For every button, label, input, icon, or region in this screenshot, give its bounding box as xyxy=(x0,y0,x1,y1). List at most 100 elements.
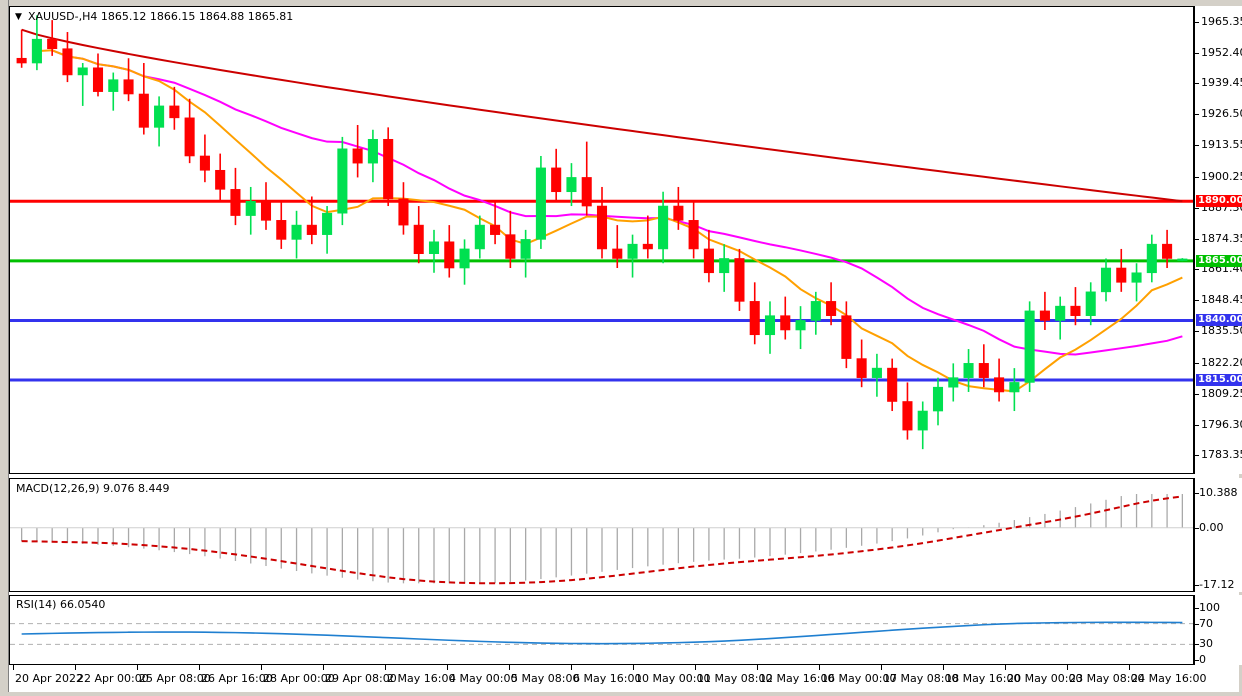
time-axis-tick xyxy=(199,665,201,670)
price-axis-label: 1952.40 xyxy=(1201,45,1242,59)
time-axis-tick xyxy=(1129,665,1131,670)
time-axis-tick xyxy=(819,665,821,670)
rsi-axis-tick xyxy=(1194,623,1199,625)
price-axis-tick xyxy=(1194,455,1199,457)
time-axis-tick xyxy=(323,665,325,670)
price-axis-tick xyxy=(1194,207,1199,209)
price-axis-tick xyxy=(1194,238,1199,240)
time-axis-label: 10 May 00:00 xyxy=(635,672,711,685)
price-axis-label: 1926.50 xyxy=(1201,107,1242,121)
price-axis-tick xyxy=(1194,362,1199,364)
price-axis-tick xyxy=(1194,83,1199,85)
time-axis-tick xyxy=(695,665,697,670)
price-axis-rule xyxy=(1194,6,1195,474)
rsi-axis-label: 30 xyxy=(1199,637,1213,651)
time-axis-tick xyxy=(75,665,76,670)
time-axis-tick xyxy=(571,665,573,670)
rsi-axis-rule xyxy=(1194,595,1195,665)
rsi-axis-label: 70 xyxy=(1199,616,1213,630)
time-axis-label: 18 May 16:00 xyxy=(945,672,1021,685)
macd-axis-rule xyxy=(1194,478,1195,592)
time-axis-label: 2 May 16:00 xyxy=(387,672,456,685)
rsi-axis-tick xyxy=(1194,608,1199,609)
price-axis-label: 1861.40 xyxy=(1201,262,1242,276)
macd-axis-tick xyxy=(1194,493,1199,494)
price-axis-tick xyxy=(1194,331,1199,333)
time-axis-tick xyxy=(447,665,449,670)
rsi-axis-tick xyxy=(1194,660,1199,661)
macd-axis: 10.388 0.00 -17.12 xyxy=(1194,478,1242,592)
time-axis-label: 24 May 16:00 xyxy=(1131,672,1207,685)
time-axis-label: 4 May 00:00 xyxy=(449,672,518,685)
price-axis-tick xyxy=(1194,424,1199,426)
price-level-tag[interactable]: 1865.00 xyxy=(1196,254,1242,267)
price-level-tag[interactable]: 1815.00 xyxy=(1196,374,1242,387)
time-axis-tick xyxy=(881,665,883,670)
price-level-tag[interactable]: 1890.00 xyxy=(1196,195,1242,208)
price-axis-tick xyxy=(1194,393,1199,395)
rsi-indicator-panel[interactable]: RSI(14) 66.0540 xyxy=(9,595,1194,665)
time-axis-label: 23 May 08:00 xyxy=(1069,672,1145,685)
macd-axis-label: 0.00 xyxy=(1199,520,1224,534)
rsi-axis: 100 70 30 0 xyxy=(1194,595,1242,665)
price-axis-label: 1874.35 xyxy=(1201,231,1242,245)
time-axis-label: 25 Apr 08:00 xyxy=(139,672,211,685)
macd-legend: MACD(12,26,9) 9.076 8.449 xyxy=(16,482,170,495)
window-left-frame xyxy=(0,0,9,696)
time-axis-label: 5 May 08:00 xyxy=(511,672,580,685)
price-axis-tick xyxy=(1194,300,1199,302)
price-axis-label: 1835.50 xyxy=(1201,324,1242,338)
time-axis-label: 20 Apr 2022 xyxy=(15,672,84,685)
time-axis-tick xyxy=(1005,665,1007,670)
price-chart-panel[interactable]: ▼ XAUUSD-,H4 1865.12 1866.15 1864.88 186… xyxy=(9,6,1194,474)
rsi-legend: RSI(14) 66.0540 xyxy=(16,598,106,611)
macd-axis-tick xyxy=(1194,527,1199,529)
price-axis-label: 1913.55 xyxy=(1201,138,1242,152)
price-axis-tick xyxy=(1194,176,1199,178)
price-axis-label: 1939.45 xyxy=(1201,76,1242,90)
time-axis-tick xyxy=(137,665,138,670)
time-axis-tick xyxy=(509,665,511,670)
time-axis-tick xyxy=(633,665,635,670)
price-legend: XAUUSD-,H4 1865.12 1866.15 1864.88 1865.… xyxy=(28,10,294,23)
window-bottom-frame xyxy=(0,692,1242,696)
price-level-tag[interactable]: 1840.00 xyxy=(1196,314,1242,327)
price-axis-label: 1809.25 xyxy=(1201,386,1242,400)
rsi-axis-tick xyxy=(1194,644,1199,646)
price-axis-label: 1900.25 xyxy=(1201,169,1242,183)
time-axis-tick xyxy=(943,665,945,670)
rsi-axis-label: 0 xyxy=(1199,653,1206,666)
time-axis-label: 29 Apr 08:00 xyxy=(325,672,397,685)
price-axis-tick xyxy=(1194,145,1199,147)
macd-axis-label: -17.12 xyxy=(1199,578,1235,591)
time-axis-label: 16 May 00:00 xyxy=(821,672,897,685)
time-axis[interactable]: 20 Apr 2022 22 Apr 00:00 25 Apr 08:00 26 Ap… xyxy=(9,665,1242,693)
macd-axis-tick xyxy=(1194,585,1199,586)
window-top-frame xyxy=(0,0,1242,6)
price-axis-label: 1965.35 xyxy=(1201,14,1242,28)
rsi-axis-label: 100 xyxy=(1199,601,1220,614)
price-axis-label: 1783.35 xyxy=(1201,448,1242,462)
macd-indicator-panel[interactable]: MACD(12,26,9) 9.076 8.449 xyxy=(9,478,1194,592)
time-axis-label: 26 Apr 16:00 xyxy=(201,672,273,685)
time-axis-label: 6 May 16:00 xyxy=(573,672,642,685)
price-axis-label: 1796.30 xyxy=(1201,417,1242,431)
time-axis-tick xyxy=(1067,665,1069,670)
collapse-triangle-icon[interactable]: ▼ xyxy=(15,12,22,22)
time-axis-label: 17 May 08:00 xyxy=(883,672,959,685)
time-axis-tick xyxy=(13,665,14,670)
time-axis-tick xyxy=(757,665,759,670)
price-axis-label: 1848.45 xyxy=(1201,293,1242,307)
time-axis-label: 20 May 00:00 xyxy=(1007,672,1083,685)
price-axis[interactable]: 1965.35 1952.40 1939.45 1926.50 1913.55 1900.… xyxy=(1194,6,1242,474)
price-axis-label: 1822.20 xyxy=(1201,355,1242,369)
time-axis-label: 22 Apr 00:00 xyxy=(77,672,149,685)
price-axis-tick xyxy=(1194,114,1199,116)
time-axis-label: 12 May 16:00 xyxy=(759,672,835,685)
price-axis-tick xyxy=(1194,52,1199,54)
macd-axis-label: 10.388 xyxy=(1199,486,1238,499)
time-axis-label: 28 Apr 00:00 xyxy=(263,672,335,685)
price-axis-tick xyxy=(1194,269,1199,271)
time-axis-tick xyxy=(385,665,387,670)
